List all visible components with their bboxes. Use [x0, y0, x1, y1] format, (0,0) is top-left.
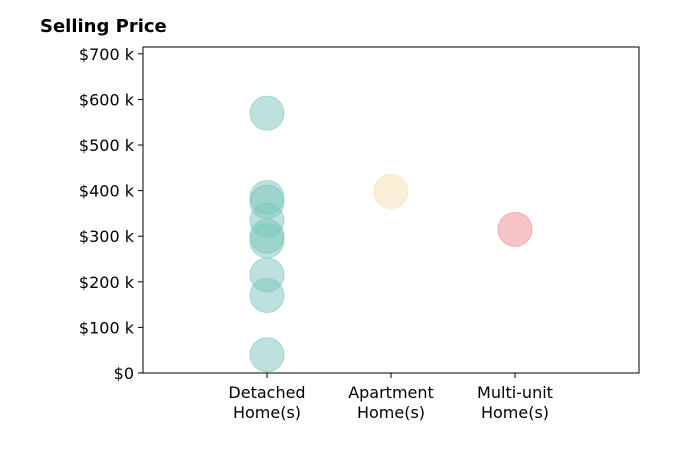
y-tick-label: $500 k — [79, 136, 135, 155]
y-tick-label: $0 — [114, 364, 134, 383]
data-points — [249, 95, 533, 373]
x-tick-label: Detached — [228, 383, 305, 402]
y-tick-label: $700 k — [79, 45, 135, 64]
x-tick-label: Home(s) — [481, 403, 549, 422]
y-tick-label: $400 k — [79, 182, 135, 201]
x-tick-label: Apartment — [348, 383, 434, 402]
y-tick-label: $100 k — [79, 318, 135, 337]
data-point — [249, 95, 285, 131]
x-tick-label: Home(s) — [233, 403, 301, 422]
y-axis: $0 $100 k $200 k $300 k $400 k $500 k $600 k $7… — [79, 45, 143, 383]
data-point — [249, 277, 285, 313]
x-axis: DetachedHome(s)ApartmentHome(s)Multi-uni… — [228, 373, 553, 422]
y-tick-label: $600 k — [79, 90, 135, 109]
plot-area — [142, 46, 640, 374]
x-tick-label: Multi-unit — [477, 383, 553, 402]
data-point — [373, 174, 409, 210]
y-tick-label: $300 k — [79, 227, 135, 246]
data-point — [497, 211, 533, 247]
y-tick-label: $200 k — [79, 273, 135, 292]
chart-title: Selling Price — [40, 16, 167, 37]
data-point — [249, 223, 285, 259]
x-tick-label: Home(s) — [357, 403, 425, 422]
data-point — [249, 337, 285, 373]
